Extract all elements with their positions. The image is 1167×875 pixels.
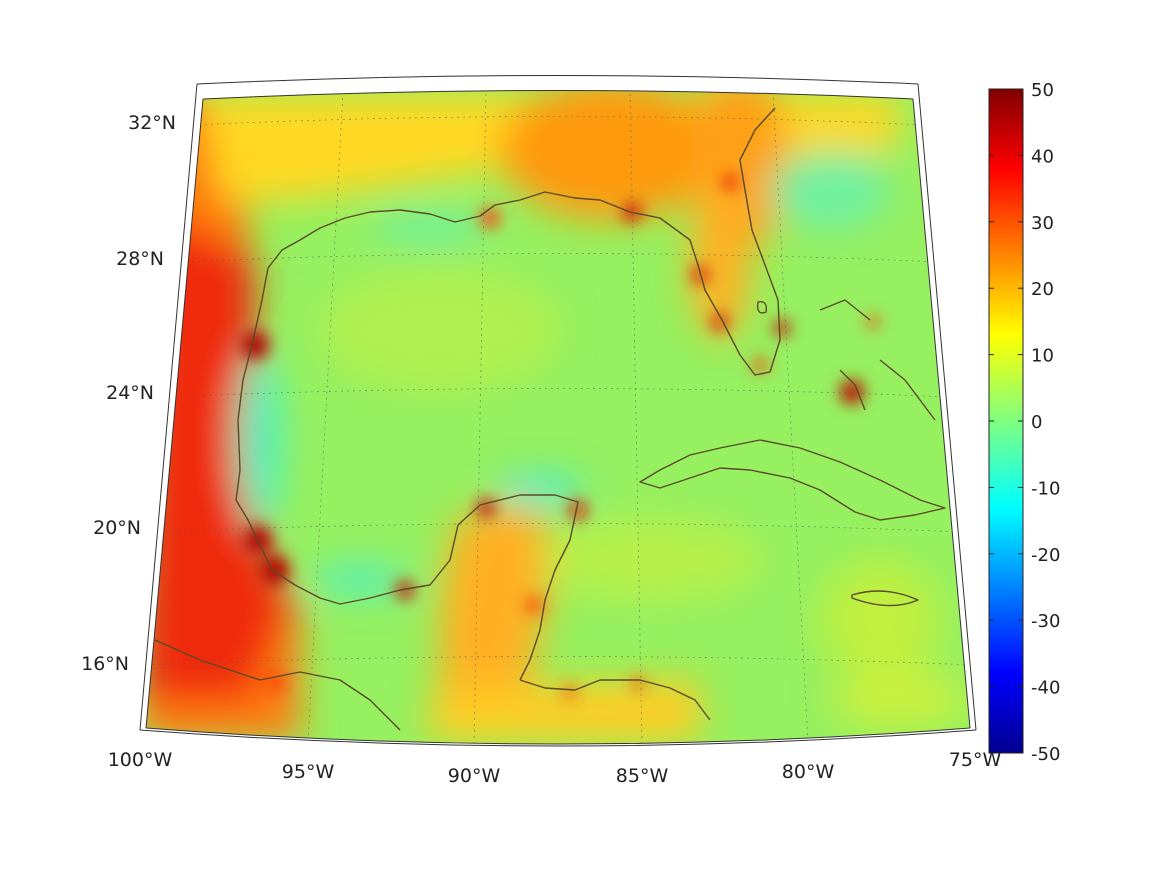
pacific-coast (154, 639, 401, 731)
lon-label-75: 75°W (949, 749, 1002, 771)
colorbar-tick-label: -10 (1031, 478, 1060, 499)
colorbar-tick-label: -40 (1031, 678, 1060, 699)
jamaica (851, 590, 919, 607)
colorbar-tick-label: -20 (1031, 545, 1060, 566)
coastlines (154, 107, 946, 731)
data-field (146, 90, 970, 744)
colorbar-tick-label: -50 (1031, 744, 1060, 765)
colorbar-tick-label: 0 (1031, 412, 1042, 433)
central-america-coast (519, 679, 711, 721)
lat-label-20: 20°N (93, 517, 141, 539)
graticule (146, 90, 970, 744)
colorbar-tick-label: 40 (1031, 146, 1054, 167)
lon-label-80: 80°W (782, 761, 835, 783)
lat-label-32: 32°N (128, 112, 176, 134)
mexico-gulf-coast (235, 469, 579, 681)
colorbar-ticks: 50 40 30 20 10 0 -10 -20 -30 -40 -50 (989, 80, 1060, 765)
colorbar-tick-label: 20 (1031, 279, 1054, 300)
lake-okeechobee (756, 301, 768, 314)
colorbar-tick-label: 30 (1031, 213, 1054, 234)
lat-label-16: 16°N (81, 653, 129, 675)
colorbar: 50 40 30 20 10 0 -10 -20 -30 -40 -50 (988, 80, 1060, 765)
lon-label-90: 90°W (448, 765, 501, 787)
cuba (639, 439, 946, 521)
longitude-labels: 100°W 95°W 90°W 85°W 80°W 75°W (108, 749, 1002, 787)
latitude-labels: 32°N 28°N 24°N 20°N 16°N (81, 112, 176, 675)
bahamas (819, 299, 936, 421)
lon-label-95: 95°W (282, 761, 335, 783)
map-frame (139, 75, 977, 747)
lon-label-100: 100°W (108, 749, 173, 771)
lat-label-28: 28°N (116, 248, 164, 270)
lat-label-24: 24°N (106, 382, 154, 404)
lon-label-85: 85°W (616, 765, 669, 787)
colorbar-tick-label: -30 (1031, 611, 1060, 632)
colorbar-gradient (988, 88, 1024, 754)
colorbar-tick-label: 50 (1031, 80, 1054, 101)
us-gulf-coast (237, 107, 781, 471)
colorbar-tick-label: 10 (1031, 346, 1054, 367)
